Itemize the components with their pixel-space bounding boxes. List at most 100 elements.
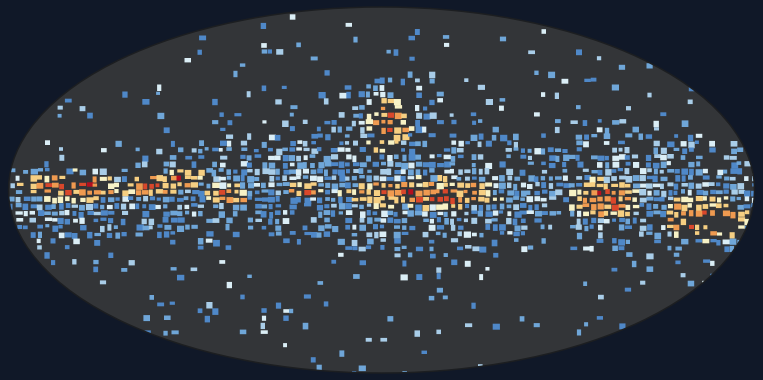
density-cell [261,204,268,209]
density-cell [9,168,16,173]
density-cell [673,252,680,257]
density-cell [549,190,556,197]
density-cell [647,224,653,231]
density-cell [106,204,113,210]
density-cell [93,266,99,273]
density-cell [597,176,605,181]
density-cell [352,246,358,251]
density-cell [134,176,139,182]
density-cell [37,231,42,238]
density-cell [479,246,487,253]
density-cell [618,147,623,152]
density-cell [577,196,582,201]
density-cell [303,294,311,299]
density-cell [730,141,738,147]
density-cell [591,134,598,138]
density-cell [283,309,290,313]
density-cell [695,224,700,231]
density-cell [485,190,491,197]
density-cell [435,231,441,236]
density-cell [626,106,631,111]
density-cell [437,211,444,216]
density-cell [584,175,591,180]
density-cell [737,168,743,175]
density-cell [394,105,403,109]
density-cell [373,92,379,96]
density-cell [149,295,154,300]
density-cell [255,218,262,222]
density-cell [260,330,268,334]
density-cell [625,161,631,166]
density-cell [240,204,247,211]
density-cell [239,329,247,335]
density-cell [366,232,373,238]
density-cell [302,175,309,179]
density-cell [437,175,443,182]
density-cell [401,162,408,170]
density-cell [30,232,36,238]
density-cell [205,238,213,243]
density-cell [514,211,522,218]
density-cell [304,190,312,196]
density-cell [653,140,660,147]
density-cell [470,134,478,141]
density-cell [241,169,248,176]
density-cell [647,190,652,196]
density-cell [114,189,119,194]
density-cell [408,126,415,131]
density-cell [163,211,170,217]
density-cell [233,169,238,174]
density-cell [596,316,603,320]
density-cell [688,161,695,168]
density-cell [596,238,604,243]
density-cell [393,211,398,217]
density-cell [605,162,610,169]
density-cell [163,127,170,134]
density-cell [631,154,639,159]
density-cell [226,169,231,175]
density-cell [122,91,128,98]
density-cell [507,175,513,181]
density-cell [338,203,346,210]
density-cell [170,140,175,147]
density-cell [428,295,435,301]
density-cell [589,176,596,184]
density-cell [577,210,582,217]
density-cell [276,148,283,156]
density-cell [92,168,98,175]
density-cell [723,196,729,200]
density-cell [540,148,546,155]
density-cell [268,169,276,175]
density-cell [442,371,449,373]
density-cell [275,168,280,175]
density-cell [534,204,539,211]
density-cell [400,176,406,182]
density-cell [477,210,483,217]
density-cell [526,196,534,203]
density-cell [353,113,360,118]
density-cell [351,233,358,237]
density-cell [261,49,267,54]
density-cell [226,197,234,203]
density-cell [213,204,219,209]
density-cell [661,225,666,230]
density-cell [323,98,329,105]
density-cell [647,168,652,173]
density-cell [290,105,298,110]
density-cell [464,78,469,82]
density-cell [401,140,407,145]
density-cell [541,29,546,34]
density-cell [323,155,331,163]
density-cell [387,190,394,197]
density-cell [136,197,142,201]
density-cell [379,203,386,208]
density-cell [351,197,359,202]
density-cell [262,120,267,124]
density-cell [625,211,630,217]
density-cell [178,147,184,153]
density-cell [246,91,251,98]
density-cell [212,120,219,125]
density-cell [122,196,129,202]
density-cell [164,315,171,320]
density-cell [549,196,557,200]
